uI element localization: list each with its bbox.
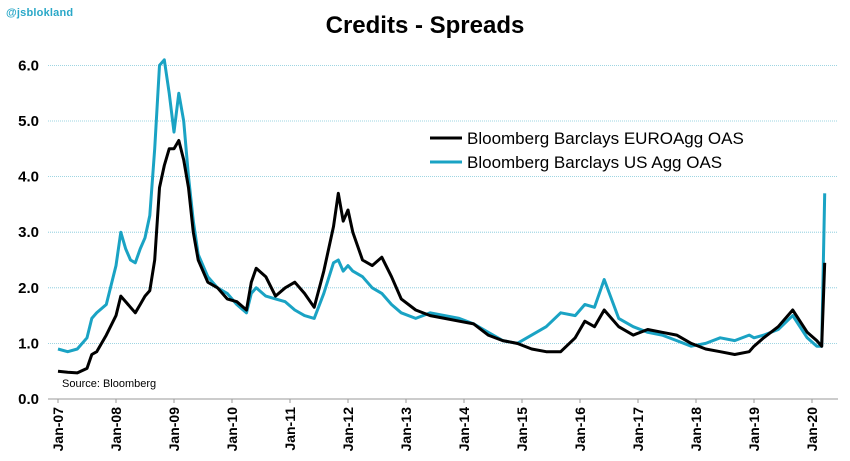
y-axis: 0.0 1.0 2.0 3.0 4.0 5.0 6.0 [18,57,39,408]
chart-title: Credits - Spreads [325,12,525,39]
y-tick-label: 0.0 [18,391,39,408]
x-tick-label: Jan-11 [282,407,298,451]
y-tick-label: 5.0 [18,113,39,130]
x-tick-label: Jan-16 [572,407,588,452]
x-tick-label: Jan-10 [224,407,240,452]
legend: Bloomberg Barclays EUROAgg OAS Bloomberg… [430,129,744,172]
x-tick-label: Jan-12 [340,407,356,452]
series-lines [57,58,827,375]
source-note: Source: Bloomberg [62,378,156,390]
series-line-euroagg [57,139,827,375]
x-tick-label: Jan-17 [630,407,646,452]
y-tick-label: 6.0 [18,57,39,74]
x-tick-label: Jan-07 [50,407,66,452]
series-line-usagg [57,58,827,354]
x-tick-label: Jan-14 [456,407,472,452]
x-tick-label: Jan-20 [804,407,820,452]
y-tick-label: 3.0 [18,224,39,241]
watermark: @jsblokland [6,7,74,19]
x-tick-label: Jan-09 [166,407,182,452]
legend-label-usagg: Bloomberg Barclays US Agg OAS [467,153,722,172]
y-tick-label: 2.0 [18,280,39,297]
x-tick-label: Jan-15 [514,407,530,452]
grid-lines [48,65,838,344]
x-tick-label: Jan-19 [746,407,762,452]
y-tick-label: 1.0 [18,335,39,352]
y-tick-label: 4.0 [18,169,39,186]
x-tick-label: Jan-18 [688,407,704,452]
legend-label-euroagg: Bloomberg Barclays EUROAgg OAS [467,129,744,148]
x-tick-label: Jan-08 [108,407,124,452]
x-tick-label: Jan-13 [398,407,414,452]
x-axis: Jan-07 Jan-08 Jan-09 Jan-10 Jan-11 Jan-12 Jan-… [48,398,838,452]
